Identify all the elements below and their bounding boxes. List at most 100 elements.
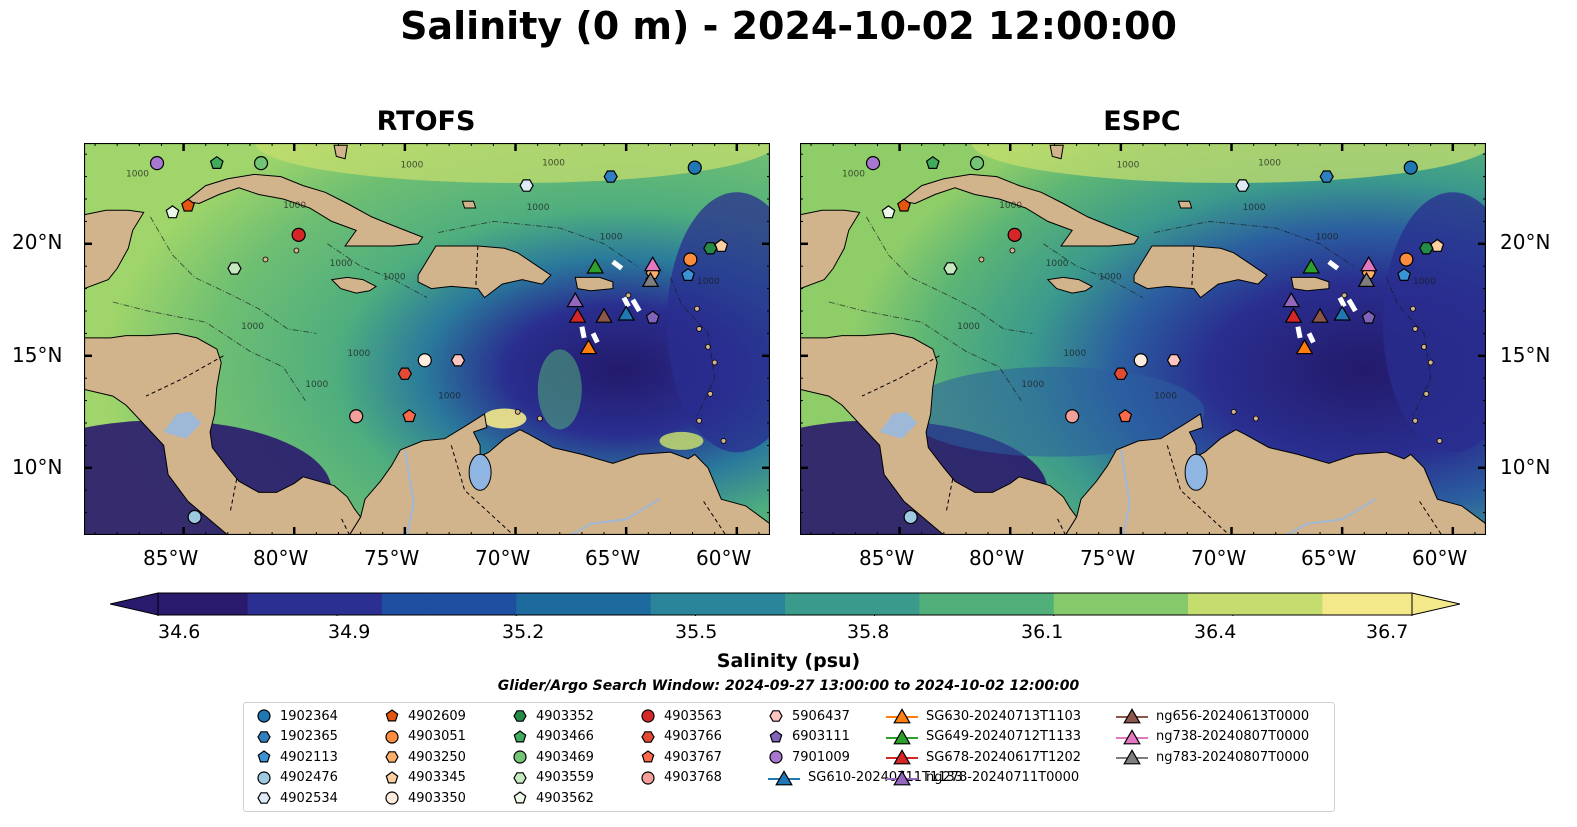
colorbar-segment (829, 593, 876, 615)
small-island (1427, 359, 1434, 366)
lake-nicaragua (163, 411, 202, 439)
isobath-label: 1000 (957, 322, 980, 332)
isobath-label: 1000 (330, 259, 353, 269)
marker-SG678-20240617T1202 (568, 307, 587, 323)
marker-4902113 (681, 267, 696, 281)
country-border (945, 478, 954, 513)
isobath-label: 1000 (347, 349, 370, 359)
country-border (1166, 445, 1230, 535)
colorbar-segment (650, 593, 697, 615)
river (1286, 498, 1376, 535)
legend-label: 4903562 (536, 790, 594, 806)
isobath-label: 1000 (241, 322, 264, 332)
legend-label: 4902534 (280, 790, 338, 806)
legend-marker-icon (1116, 728, 1148, 744)
marker-SG630-20240713T1103 (579, 338, 598, 355)
legend-entry: SG610-20240711T1133 (766, 768, 963, 788)
legend-entry: 4903768 (638, 768, 722, 788)
land-jamaica (330, 276, 378, 294)
colorbar-extend-low (110, 592, 159, 616)
isobath-label: 1000 (1021, 380, 1044, 390)
legend-marker-icon (385, 729, 399, 744)
legend-marker-icon (257, 770, 271, 785)
legend-marker-icon (385, 751, 399, 763)
small-island (293, 247, 300, 254)
legend-marker-icon (769, 729, 783, 742)
legend-label: ng656-20240613T0000 (1156, 708, 1310, 724)
marker-4903345 (385, 770, 399, 783)
land-cuba (900, 173, 1140, 247)
colorbar (110, 592, 1460, 616)
legend-marker-icon (385, 791, 399, 805)
marker-ng783-20240807T0000 (1123, 749, 1141, 765)
marker-ng783-20240807T0000 (641, 271, 660, 287)
colorbar-segment (874, 593, 920, 615)
isobath-1000 (669, 277, 716, 417)
legend-label: 4903345 (408, 770, 466, 785)
land-south-america (348, 413, 770, 535)
marker-ng738-20240807T0000 (643, 256, 662, 272)
marker-4903051 (385, 729, 399, 744)
legend-label: 4903563 (664, 708, 722, 724)
land-cuba (184, 173, 424, 247)
colorbar-segment (471, 593, 517, 615)
isobath-label: 1000 (527, 203, 550, 213)
isobath-label: 1000 (1063, 349, 1086, 359)
legend-entry: ng738-20240807T0000 (1114, 727, 1309, 747)
lon-label-75-right: 75°W (1080, 546, 1136, 570)
isobath-label: 1000 (1413, 277, 1436, 287)
legend-marker-icon (886, 708, 918, 724)
legend-marker-icon (513, 791, 527, 804)
marker-4903352 (703, 242, 718, 255)
legend-marker-icon (513, 750, 527, 764)
small-island (625, 292, 632, 299)
marker-SG649-20240712T1133 (1302, 258, 1321, 274)
glider-track (1346, 298, 1358, 313)
legend-entry: SG678-20240617T1202 (884, 747, 1081, 767)
isobath-1000 (112, 301, 306, 401)
marker-4903469 (253, 156, 269, 171)
marker-4902609 (385, 709, 399, 722)
small-island (536, 415, 543, 422)
legend-marker-icon (768, 769, 800, 785)
lake-maracaibo (468, 453, 492, 491)
lon-label-75-left: 75°W (364, 546, 420, 570)
panel-title-rtofs: RTOFS (376, 106, 476, 137)
small-island (1412, 417, 1419, 424)
legend-marker-icon (1116, 708, 1148, 724)
colorbar-segment (337, 593, 383, 615)
lon-label-60-left: 60°W (696, 546, 752, 570)
legend-label: 1902364 (280, 708, 338, 724)
legend-label: SG610-20240711T1133 (808, 770, 964, 785)
small-island (694, 305, 700, 312)
legend-label: 4902476 (280, 770, 338, 785)
small-island (1412, 326, 1419, 332)
marker-4903766 (641, 730, 655, 743)
legend-entry: 4903466 (510, 727, 594, 747)
marker-4903469 (969, 156, 985, 171)
marker-4903559 (943, 262, 958, 275)
legend-entry: 4903469 (510, 747, 594, 767)
marker-4903352 (1419, 242, 1434, 255)
legend-marker-icon (641, 750, 655, 763)
legend-marker-icon (385, 770, 399, 783)
marker-4903345 (714, 238, 729, 252)
legend-label: ng783-20240807T0000 (1156, 749, 1310, 765)
colorbar-segment (561, 593, 607, 615)
marker-ng656-20240613T0000 (595, 307, 613, 323)
country-border (1056, 516, 1066, 535)
salinity-filament (537, 349, 582, 430)
legend-entry: 4903250 (382, 747, 466, 767)
marker-4902534 (257, 792, 271, 804)
marker-4903766 (1113, 367, 1129, 380)
colorbar-segment (1232, 593, 1279, 615)
marker-ng278-20240711T0000 (893, 769, 911, 785)
colorbar-segment (1367, 593, 1413, 615)
colorbar-frame (157, 592, 1413, 616)
marker-4903563 (291, 227, 306, 242)
colorbar-segment (919, 593, 965, 615)
marker-ng656-20240613T0000 (1311, 307, 1329, 323)
legend-entry: ng278-20240711T0000 (884, 768, 1079, 788)
land-yucatan (84, 209, 145, 290)
marker-4903250 (385, 751, 399, 763)
